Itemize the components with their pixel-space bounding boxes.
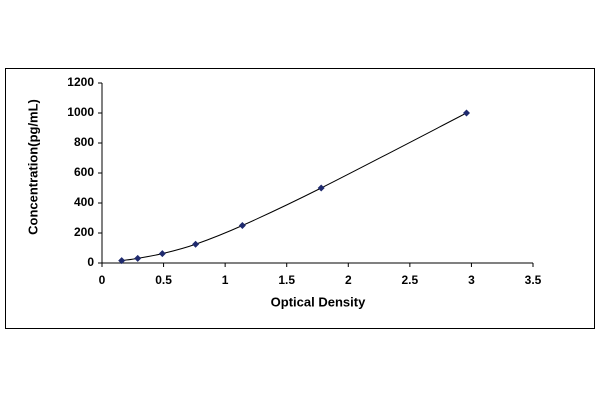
x-tick-label: 1: [222, 273, 229, 287]
data-point: [134, 254, 142, 262]
x-tick-label: 1.5: [278, 273, 295, 287]
x-tick-label: 2.5: [402, 273, 419, 287]
x-tick-label: 3: [468, 273, 475, 287]
x-tick-label: 0.5: [155, 273, 172, 287]
x-tick-label: 2: [345, 273, 352, 287]
data-point: [238, 222, 246, 229]
y-tick-label: 1200: [67, 75, 94, 89]
y-tick-label: 400: [74, 195, 94, 209]
trendline: [121, 112, 467, 262]
y-tick-label: 0: [87, 255, 94, 269]
y-tick-label: 800: [74, 135, 94, 149]
x-tick-label: 3.5: [525, 273, 542, 287]
y-tick-label: 600: [74, 165, 94, 179]
data-point: [158, 250, 166, 258]
data-point: [118, 257, 126, 265]
y-tick-label: 200: [74, 225, 94, 239]
data-point: [317, 184, 325, 192]
y-tick-label: 1000: [67, 105, 94, 119]
x-axis-title: Optical Density: [271, 294, 366, 309]
chart-frame: [5, 68, 595, 329]
data-point: [463, 109, 471, 117]
x-tick-label: 0: [99, 273, 106, 287]
y-axis-title: Concentration(pg/mL): [25, 99, 40, 235]
data-point: [192, 240, 200, 248]
